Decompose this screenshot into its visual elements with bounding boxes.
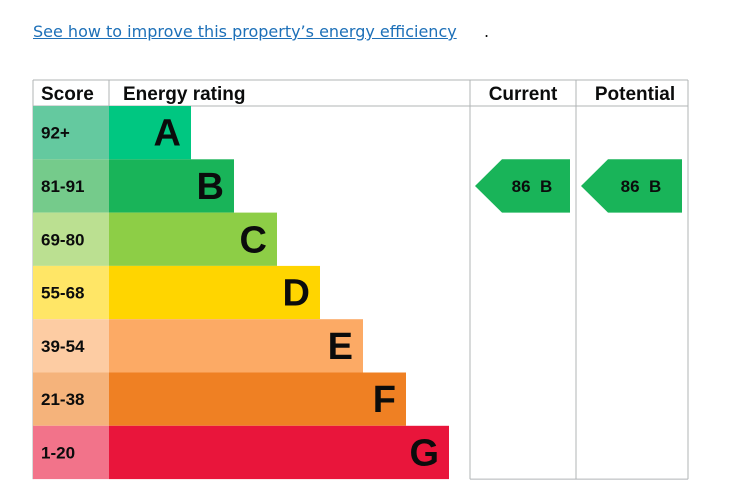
current-rating-label: 86 B bbox=[512, 177, 553, 196]
band-letter-d: D bbox=[283, 273, 310, 315]
score-label-b: 81-91 bbox=[41, 177, 84, 196]
header-energy-rating: Energy rating bbox=[123, 84, 245, 105]
current-rating-arrow bbox=[475, 159, 570, 213]
score-cell-b bbox=[33, 159, 109, 213]
score-cell-d bbox=[33, 265, 109, 320]
link-trailing-period: . bbox=[484, 22, 490, 41]
band-letter-b: B bbox=[197, 166, 224, 208]
score-cell-f bbox=[33, 372, 109, 426]
band-bar-b bbox=[109, 159, 234, 213]
band-letter-f: F bbox=[373, 379, 396, 421]
header-score: Score bbox=[41, 84, 94, 105]
band-bar-a bbox=[109, 106, 191, 160]
score-label-d: 55-68 bbox=[41, 284, 84, 303]
improve-efficiency-link[interactable]: See how to improve this property’s energ… bbox=[33, 22, 457, 41]
score-label-a: 92+ bbox=[41, 124, 70, 143]
score-cell-g bbox=[33, 425, 109, 480]
band-bar-d bbox=[109, 265, 320, 320]
score-cell-a bbox=[33, 106, 109, 160]
header-current: Current bbox=[489, 84, 558, 105]
potential-rating-label: 86 B bbox=[621, 177, 662, 196]
band-letter-e: E bbox=[328, 326, 353, 368]
score-label-g: 1-20 bbox=[41, 443, 75, 462]
band-bar-g bbox=[109, 425, 449, 480]
score-cell-e bbox=[33, 319, 109, 373]
score-cell-c bbox=[33, 212, 109, 266]
band-letter-a: A bbox=[154, 113, 181, 155]
score-label-e: 39-54 bbox=[41, 337, 85, 356]
rating-bands: 92+ A 81-91 B 69-80 C 55-68 D 39-54 E 21-38 F 1-20 G bbox=[33, 106, 449, 480]
score-label-f: 21-38 bbox=[41, 390, 84, 409]
header-potential: Potential bbox=[595, 84, 675, 105]
potential-rating-arrow bbox=[581, 159, 682, 213]
band-bar-c bbox=[109, 212, 277, 266]
band-letter-g: G bbox=[409, 432, 439, 474]
rating-markers: 86 B 86 B bbox=[475, 159, 682, 213]
band-bar-e bbox=[109, 319, 363, 373]
band-bar-f bbox=[109, 372, 406, 426]
score-label-c: 69-80 bbox=[41, 230, 84, 249]
band-letter-c: C bbox=[240, 219, 267, 261]
